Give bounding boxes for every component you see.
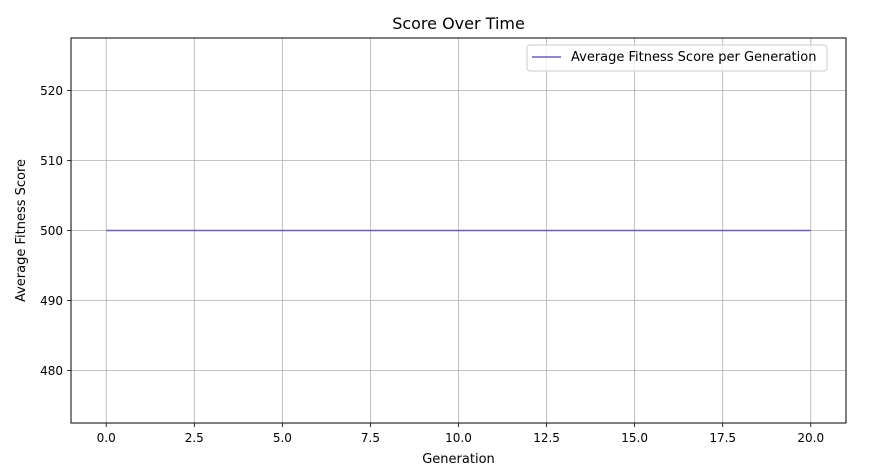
x-tick-label: 7.5	[361, 431, 380, 445]
chart-title: Score Over Time	[392, 14, 525, 33]
x-tick-label: 0.0	[97, 431, 116, 445]
y-axis-label: Average Fitness Score	[14, 159, 29, 302]
x-axis-ticks: 0.0 2.5 5.0 7.5 10.0 12.5 15.0 17.5 20.0	[97, 423, 824, 445]
y-tick-label: 490	[40, 294, 63, 308]
x-tick-label: 2.5	[185, 431, 204, 445]
legend: Average Fitness Score per Generation	[526, 44, 828, 72]
legend-label: Average Fitness Score per Generation	[571, 50, 816, 65]
y-tick-label: 520	[40, 84, 63, 98]
y-tick-label: 500	[40, 224, 63, 238]
x-tick-label: 10.0	[445, 431, 472, 445]
x-tick-label: 20.0	[797, 431, 824, 445]
x-tick-label: 15.0	[621, 431, 648, 445]
x-tick-label: 5.0	[273, 431, 292, 445]
x-tick-label: 17.5	[709, 431, 736, 445]
legend-box	[526, 44, 828, 72]
y-tick-label: 510	[40, 154, 63, 168]
y-axis-ticks: 480 490 500 510 520	[40, 84, 71, 378]
x-axis-label: Generation	[422, 452, 495, 467]
x-tick-label: 12.5	[533, 431, 560, 445]
y-tick-label: 480	[40, 364, 63, 378]
